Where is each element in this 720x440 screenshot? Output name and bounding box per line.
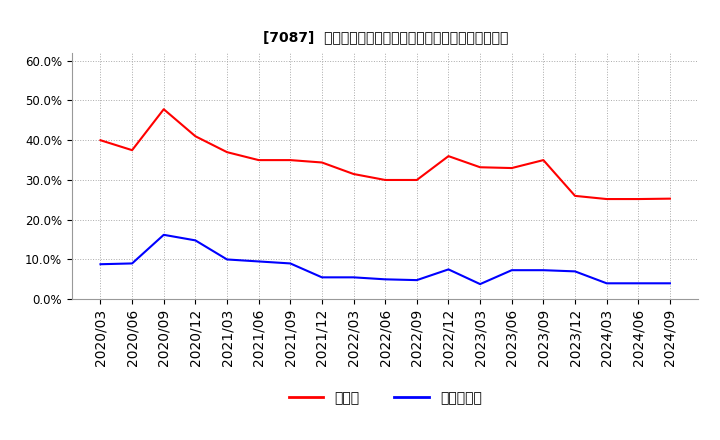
Legend: 現頲金, 有利子負債: 現頲金, 有利子負債 bbox=[283, 385, 487, 411]
Title: [7087]  現頲金、有利子負債の総資産に対する比率の推移: [7087] 現頲金、有利子負債の総資産に対する比率の推移 bbox=[263, 31, 508, 45]
